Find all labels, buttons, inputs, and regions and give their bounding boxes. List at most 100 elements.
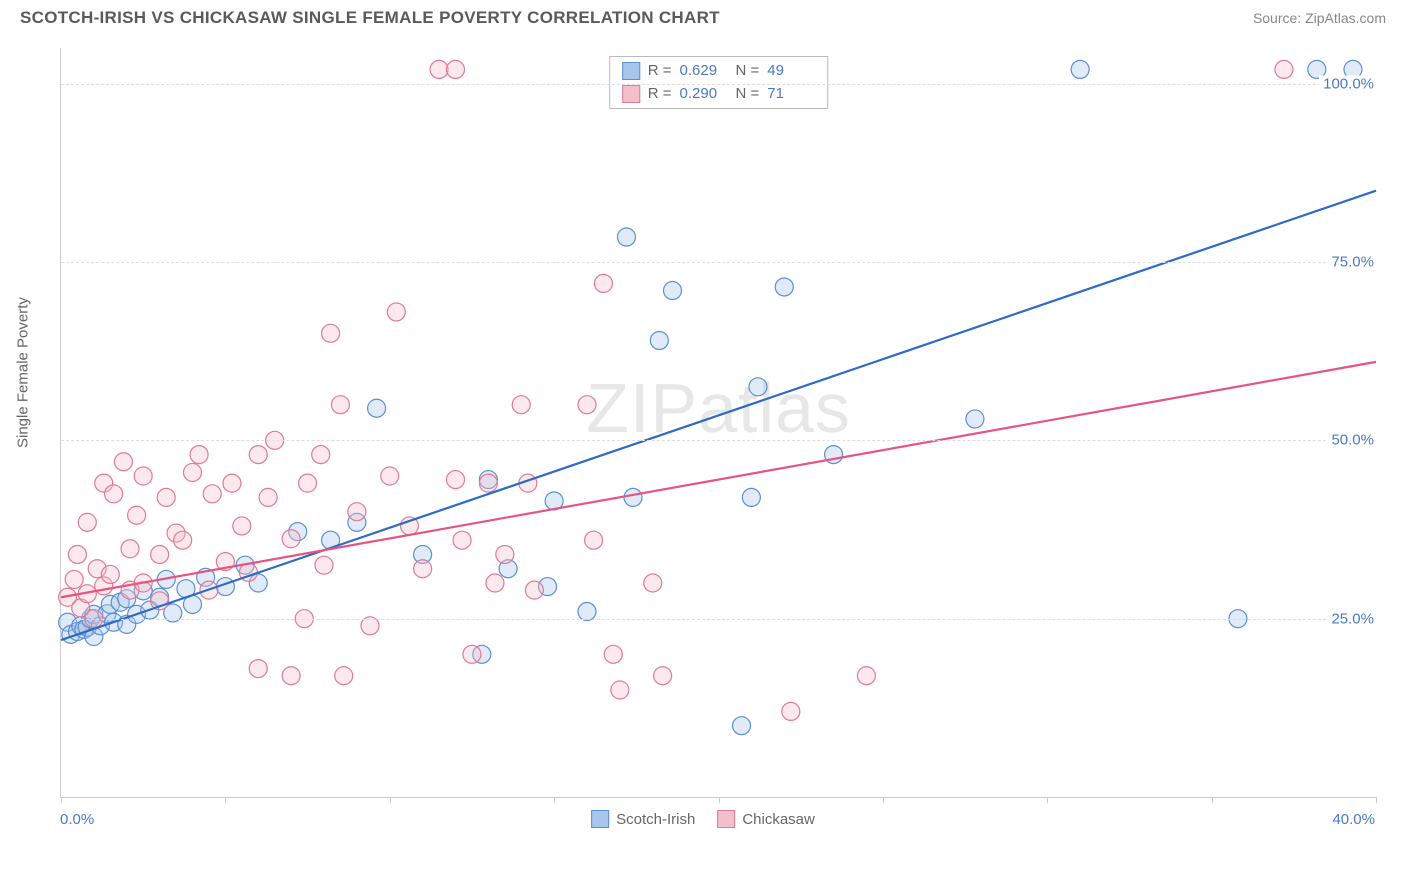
x-tick <box>390 797 391 803</box>
data-point <box>654 667 672 685</box>
data-point <box>315 556 333 574</box>
data-point <box>604 645 622 663</box>
y-tick-label: 75.0% <box>1327 254 1378 271</box>
x-tick-label: 40.0% <box>1332 811 1375 828</box>
data-point <box>249 446 267 464</box>
trend-line <box>61 191 1376 640</box>
data-point <box>233 517 251 535</box>
data-point <box>282 530 300 548</box>
data-point <box>594 274 612 292</box>
legend-n-value: 71 <box>767 83 815 106</box>
data-point <box>368 399 386 417</box>
x-tick <box>883 797 884 803</box>
legend-r-label: R = <box>648 83 672 106</box>
data-point <box>105 485 123 503</box>
legend-swatch <box>591 810 609 828</box>
data-point <box>447 60 465 78</box>
data-point <box>387 303 405 321</box>
plot-svg <box>61 48 1376 797</box>
data-point <box>203 485 221 503</box>
gridline <box>61 440 1376 441</box>
data-point <box>585 531 603 549</box>
x-tick <box>1047 797 1048 803</box>
data-point <box>78 513 96 531</box>
data-point <box>249 660 267 678</box>
data-point <box>525 581 543 599</box>
data-point <box>174 531 192 549</box>
legend-n-label: N = <box>736 60 760 83</box>
data-point <box>430 60 448 78</box>
chart-title: SCOTCH-IRISH VS CHICKASAW SINGLE FEMALE … <box>20 8 720 28</box>
data-point <box>335 667 353 685</box>
x-tick <box>225 797 226 803</box>
x-tick <box>1212 797 1213 803</box>
data-point <box>611 681 629 699</box>
legend-series-item: Scotch-Irish <box>591 810 695 828</box>
data-point <box>414 560 432 578</box>
x-tick <box>554 797 555 803</box>
legend-correlation: R = 0.629 N = 49 R = 0.290 N = 71 <box>609 56 829 109</box>
data-point <box>259 488 277 506</box>
data-point <box>114 453 132 471</box>
data-point <box>184 463 202 481</box>
x-tick <box>719 797 720 803</box>
data-point <box>331 396 349 414</box>
legend-series-label: Scotch-Irish <box>616 811 695 828</box>
legend-n-value: 49 <box>767 60 815 83</box>
y-tick-label: 25.0% <box>1327 610 1378 627</box>
x-tick <box>1376 797 1377 803</box>
legend-n-label: N = <box>736 83 760 106</box>
gridline <box>61 84 1376 85</box>
y-tick-label: 100.0% <box>1319 75 1378 92</box>
data-point <box>650 331 668 349</box>
legend-r-value: 0.629 <box>680 60 728 83</box>
legend-correlation-row: R = 0.629 N = 49 <box>622 60 816 83</box>
plot-area: ZIPatlas R =0.629N =49R =0.290N =71 25.0… <box>60 48 1376 798</box>
data-point <box>223 474 241 492</box>
y-axis-label: Single Female Poverty <box>15 297 32 448</box>
data-point <box>512 396 530 414</box>
data-point <box>479 474 497 492</box>
data-point <box>447 471 465 489</box>
chart-container: Single Female Poverty ZIPatlas R =0.629N… <box>20 38 1386 858</box>
data-point <box>68 545 86 563</box>
data-point <box>121 540 139 558</box>
legend-swatch <box>622 62 640 80</box>
data-point <box>663 282 681 300</box>
y-tick-label: 50.0% <box>1327 432 1378 449</box>
gridline <box>61 619 1376 620</box>
data-point <box>496 545 514 563</box>
data-point <box>578 396 596 414</box>
data-point <box>322 324 340 342</box>
data-point <box>782 702 800 720</box>
data-point <box>453 531 471 549</box>
data-point <box>157 488 175 506</box>
data-point <box>151 545 169 563</box>
data-point <box>190 446 208 464</box>
x-tick-label: 0.0% <box>60 811 94 828</box>
data-point <box>1275 60 1293 78</box>
legend-correlation-row: R = 0.290 N = 71 <box>622 83 816 106</box>
x-tick <box>61 797 62 803</box>
legend-swatch <box>717 810 735 828</box>
data-point <box>749 378 767 396</box>
data-point <box>624 488 642 506</box>
legend-r-label: R = <box>648 60 672 83</box>
data-point <box>733 717 751 735</box>
legend-swatch <box>622 85 640 103</box>
data-point <box>65 570 83 588</box>
data-point <box>742 488 760 506</box>
data-point <box>966 410 984 428</box>
data-point <box>299 474 317 492</box>
data-point <box>282 667 300 685</box>
source-credit: Source: ZipAtlas.com <box>1253 10 1386 26</box>
legend-r-value: 0.290 <box>680 83 728 106</box>
legend-series: Scotch-Irish Chickasaw <box>591 810 815 828</box>
legend-series-item: Chickasaw <box>717 810 815 828</box>
gridline <box>61 262 1376 263</box>
data-point <box>312 446 330 464</box>
data-point <box>101 565 119 583</box>
data-point <box>134 467 152 485</box>
data-point <box>463 645 481 663</box>
legend-series-label: Chickasaw <box>742 811 815 828</box>
